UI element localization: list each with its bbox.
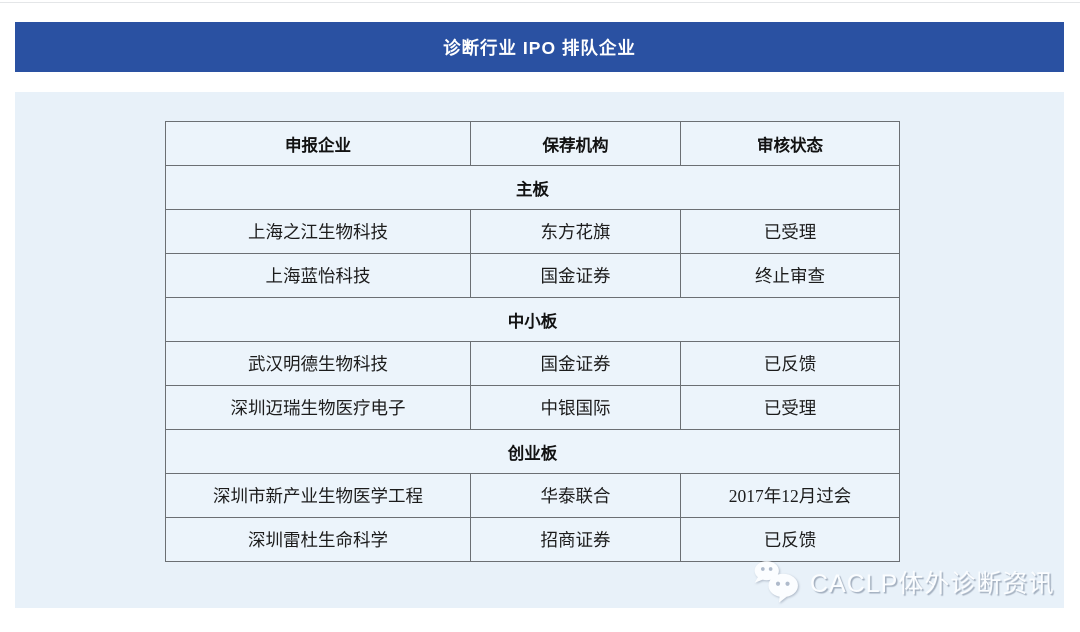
cell-company: 上海之江生物科技 xyxy=(165,209,471,254)
section-label: 中小板 xyxy=(165,297,900,342)
cell-status: 已反馈 xyxy=(680,341,900,386)
table-row: 深圳雷杜生命科学 招商证券 已反馈 xyxy=(165,517,900,562)
cell-sponsor: 国金证券 xyxy=(470,341,681,386)
wechat-icon xyxy=(754,561,798,603)
cell-company: 武汉明德生物科技 xyxy=(165,341,471,386)
cell-sponsor: 中银国际 xyxy=(470,385,681,430)
table-row: 上海之江生物科技 东方花旗 已受理 xyxy=(165,209,900,254)
cell-company: 深圳迈瑞生物医疗电子 xyxy=(165,385,471,430)
column-header-company: 申报企业 xyxy=(165,121,471,166)
cell-sponsor: 东方花旗 xyxy=(470,209,681,254)
cell-sponsor: 华泰联合 xyxy=(470,473,681,518)
ipo-queue-table: 申报企业 保荐机构 审核状态 主板 上海之江生物科技 东方花旗 已受理 上海蓝怡… xyxy=(165,121,900,562)
cell-status: 2017年12月过会 xyxy=(680,473,900,518)
page-title: 诊断行业 IPO 排队企业 xyxy=(443,37,636,58)
watermark: CACLP体外诊断资讯 xyxy=(752,558,1054,606)
cell-company: 上海蓝怡科技 xyxy=(165,253,471,298)
title-bar: 诊断行业 IPO 排队企业 xyxy=(15,22,1064,72)
cell-sponsor: 国金证券 xyxy=(470,253,681,298)
table-row: 武汉明德生物科技 国金证券 已反馈 xyxy=(165,341,900,386)
section-row-sme-board: 中小板 xyxy=(165,297,900,342)
cell-company: 深圳雷杜生命科学 xyxy=(165,517,471,562)
table-header-row: 申报企业 保荐机构 审核状态 xyxy=(165,121,900,166)
top-divider xyxy=(0,2,1080,3)
column-header-status: 审核状态 xyxy=(680,121,900,166)
section-row-chinext-board: 创业板 xyxy=(165,429,900,474)
cell-status: 已受理 xyxy=(680,385,900,430)
section-label: 主板 xyxy=(165,165,900,210)
cell-sponsor: 招商证券 xyxy=(470,517,681,562)
column-header-sponsor: 保荐机构 xyxy=(470,121,681,166)
table-row: 上海蓝怡科技 国金证券 终止审查 xyxy=(165,253,900,298)
table-row: 深圳市新产业生物医学工程 华泰联合 2017年12月过会 xyxy=(165,473,900,518)
watermark-label: CACLP体外诊断资讯 xyxy=(810,570,1055,598)
cell-status: 已受理 xyxy=(680,209,900,254)
cell-status: 已反馈 xyxy=(680,517,900,562)
table-row: 深圳迈瑞生物医疗电子 中银国际 已受理 xyxy=(165,385,900,430)
cell-company: 深圳市新产业生物医学工程 xyxy=(165,473,471,518)
cell-status: 终止审查 xyxy=(680,253,900,298)
section-row-main-board: 主板 xyxy=(165,165,900,210)
section-label: 创业板 xyxy=(165,429,900,474)
